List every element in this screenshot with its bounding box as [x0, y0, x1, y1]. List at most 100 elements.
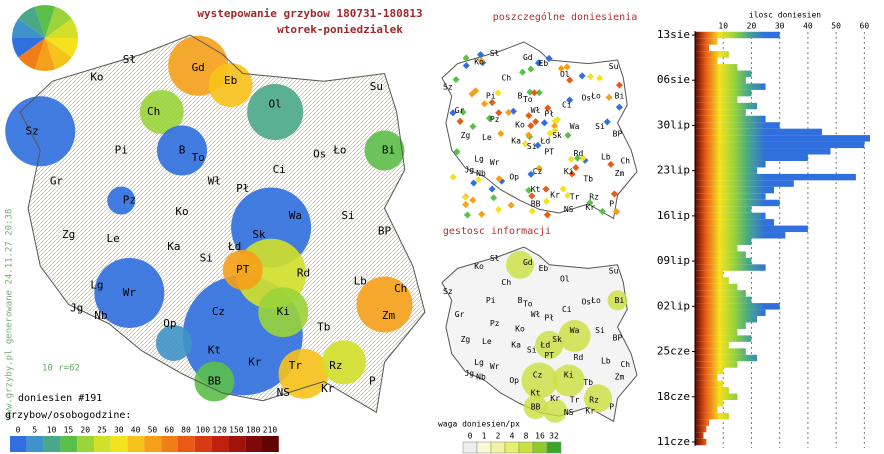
report-dot: [452, 76, 460, 84]
report-dot: [563, 63, 571, 71]
bar: [695, 367, 724, 375]
region-label: P: [609, 403, 614, 412]
bar: [695, 257, 752, 265]
report-dot: [559, 185, 567, 193]
report-dot: [542, 185, 550, 193]
report-dot: [534, 141, 542, 149]
bar: [695, 238, 752, 245]
report-dot: [613, 208, 621, 216]
count-label: doniesien #191: [18, 393, 102, 404]
region-label: Wł: [531, 310, 541, 319]
bar: [695, 335, 752, 342]
wheel-slice: [34, 38, 56, 72]
density-blob: [278, 348, 329, 399]
report-dot: [456, 117, 464, 125]
region-label: Zm: [615, 169, 625, 178]
report-dot: [610, 190, 618, 198]
bar: [695, 128, 823, 136]
density-spot: [552, 364, 585, 397]
report-dot: [528, 207, 536, 215]
region-label: Ol: [560, 275, 570, 284]
report-dot: [615, 103, 623, 111]
report-dot: [607, 160, 615, 168]
legend-tick: 25: [97, 426, 107, 435]
report-dot: [546, 129, 554, 138]
region-label: Sł: [490, 254, 500, 263]
density-blob: [107, 186, 136, 215]
bar: [695, 38, 718, 45]
region-label: Cz: [212, 305, 225, 318]
report-dot: [478, 210, 486, 218]
density-blob: [364, 130, 405, 171]
report-dot: [574, 154, 582, 162]
bar: [695, 115, 766, 123]
legend-swatch: [194, 436, 212, 452]
region-label: Pi: [486, 296, 496, 305]
density-swatch: [504, 441, 520, 454]
report-dot: [557, 64, 565, 73]
density-legend-title: waga doniesien/px: [438, 420, 520, 429]
region-label: PT: [544, 351, 554, 360]
region-label: Sz: [26, 124, 39, 137]
region-label: Ka: [511, 340, 521, 349]
region-label: Zg: [461, 131, 471, 140]
region-label: Wr: [490, 158, 500, 167]
bar: [695, 322, 746, 329]
region-label: Wł: [208, 174, 221, 187]
region-label: BP: [613, 129, 623, 138]
bar: [695, 354, 758, 362]
report-dot: [603, 118, 611, 126]
wheel-slice: [45, 6, 72, 38]
bar: [695, 76, 746, 84]
y-tick-label: 13sie: [657, 28, 690, 41]
legend-swatch: [211, 436, 229, 452]
region-label: Eb: [224, 74, 237, 87]
region-label: Ki: [277, 305, 290, 318]
country-outline: [441, 246, 638, 423]
region-label: Ch: [502, 278, 512, 287]
y-tick-label: 09lip: [657, 254, 690, 267]
density-blob: [94, 257, 165, 328]
region-label: Le: [482, 337, 492, 346]
region-label: NS: [277, 386, 290, 399]
region-label: Lg: [90, 278, 103, 291]
region-label: Tb: [583, 174, 593, 183]
bar: [695, 109, 746, 116]
report-dot: [545, 54, 553, 62]
bar: [695, 283, 738, 291]
region-label: Gr: [455, 106, 465, 115]
legend-swatch: [43, 436, 61, 452]
bar: [695, 406, 718, 413]
report-dot: [488, 98, 496, 107]
legend-swatch: [10, 436, 27, 452]
y-tick-label: 11cze: [657, 435, 690, 448]
report-dot: [494, 89, 502, 97]
report-dot: [564, 191, 572, 199]
region-label: B: [179, 144, 186, 157]
density-blob: [157, 125, 207, 176]
report-dot: [525, 186, 533, 194]
wheel-slice: [45, 38, 72, 70]
y-tick-label: 06sie: [657, 73, 690, 86]
bar: [695, 44, 710, 52]
x-tick-label: 40: [803, 22, 813, 31]
region-label: Gr: [455, 310, 465, 319]
report-dot: [463, 211, 471, 219]
region-label: Ki: [564, 371, 574, 380]
y-tick-label: 23lip: [657, 164, 690, 177]
region-label: Kt: [208, 344, 221, 357]
report-dot: [470, 179, 478, 187]
chart-title: ilosc doniesien: [749, 11, 821, 20]
region-label: Su: [609, 267, 619, 276]
density-swatch: [490, 441, 506, 454]
region-label: Ka: [511, 137, 521, 146]
y-tick-label: 02lip: [657, 299, 690, 312]
density-swatch: [532, 441, 548, 454]
density-blob: [155, 325, 192, 361]
x-tick-label: 50: [831, 22, 841, 31]
density-swatch: [462, 441, 478, 454]
region-label: Ło: [590, 296, 601, 305]
report-dot: [568, 170, 576, 178]
region-label: Kt: [531, 185, 541, 194]
region-label: Bi: [382, 144, 395, 157]
